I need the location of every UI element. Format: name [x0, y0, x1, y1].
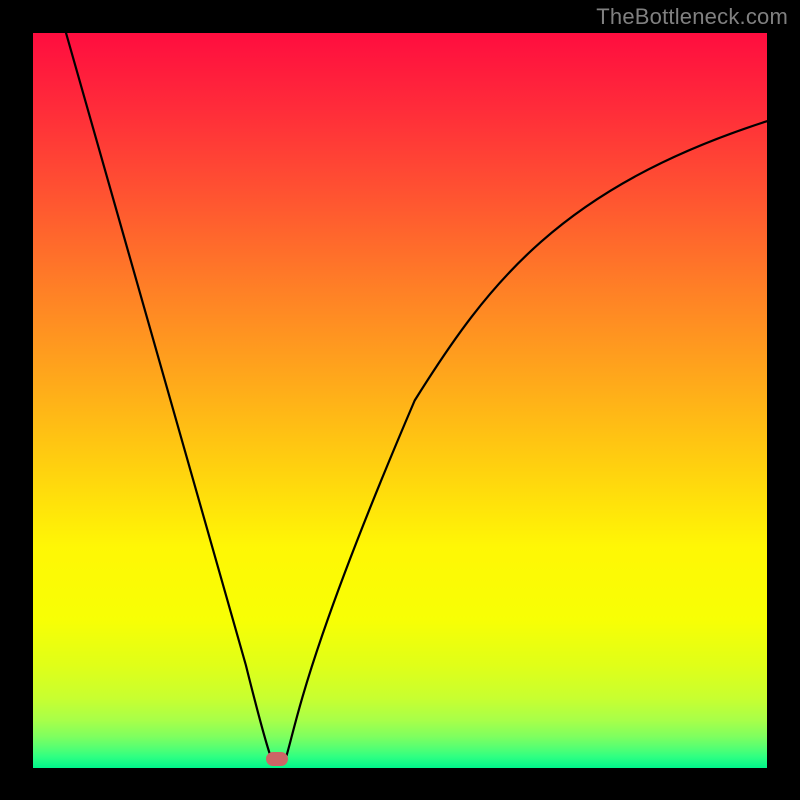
curve-layer — [33, 33, 767, 768]
chart-plot-area — [33, 33, 767, 768]
bottleneck-curve-right — [285, 121, 767, 759]
watermark-text: TheBottleneck.com — [596, 4, 788, 30]
optimal-point-marker — [266, 752, 288, 766]
bottleneck-curve-left — [66, 33, 272, 759]
